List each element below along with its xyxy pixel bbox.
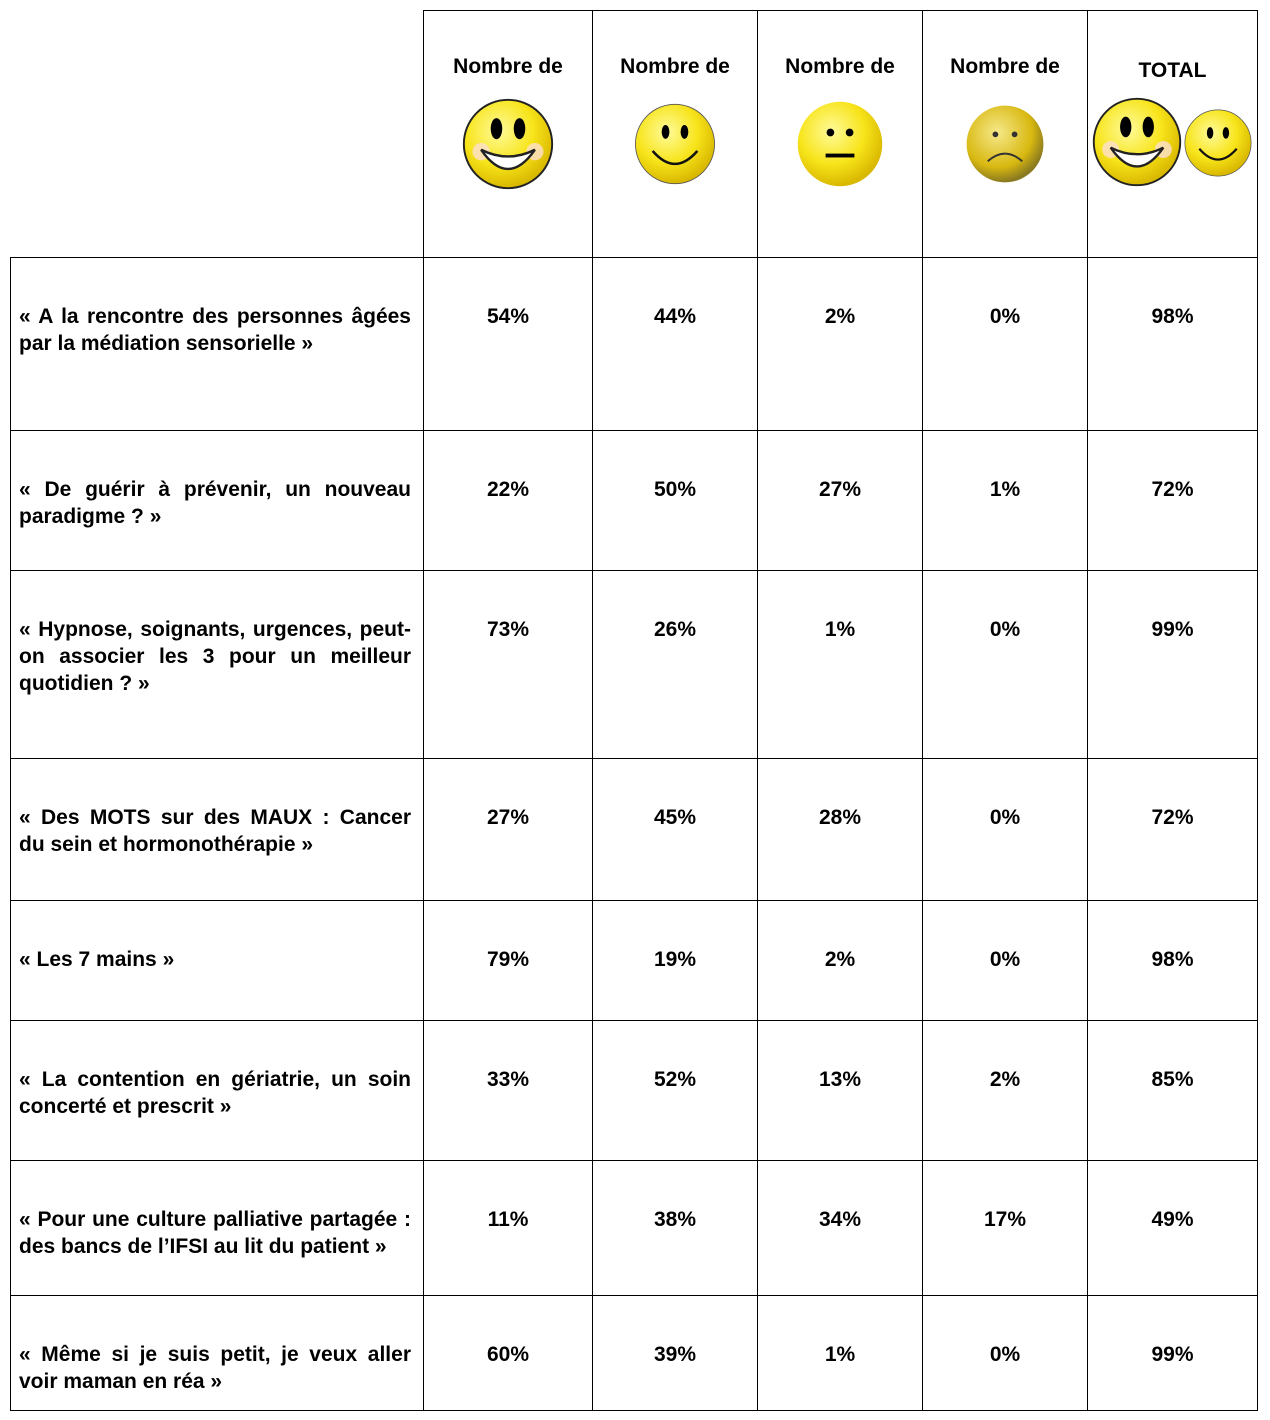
header-row: Nombre de Nombre de Nombre de Nombre de … [10, 10, 1258, 258]
header-text: TOTAL [1138, 59, 1207, 82]
neutral-icon [792, 96, 888, 192]
value-cell: 99% [1087, 1295, 1258, 1411]
value-cell: 26% [592, 570, 758, 759]
value-cell: 1% [757, 570, 923, 759]
value-cell: 17% [922, 1160, 1088, 1296]
grin-icon [460, 96, 556, 192]
header-text: Nombre de [620, 55, 730, 78]
value-cell: 34% [757, 1160, 923, 1296]
value-cell: 0% [922, 570, 1088, 759]
total-icons [1092, 97, 1252, 187]
value-cell: 33% [423, 1020, 593, 1161]
value-cell: 85% [1087, 1020, 1258, 1161]
smile-icon [634, 102, 716, 186]
blank-cell [10, 10, 424, 258]
header-text: Nombre de [950, 55, 1060, 78]
value-cell: 98% [1087, 900, 1258, 1021]
header-cell: Nombre de [423, 10, 593, 258]
value-cell: 54% [423, 257, 593, 431]
value-cell: 0% [922, 900, 1088, 1021]
value-cell: 2% [922, 1020, 1088, 1161]
row-label: « La contention en gériatrie, un soin co… [10, 1020, 424, 1161]
header-text: Nombre de [453, 55, 563, 78]
value-cell: 27% [757, 430, 923, 571]
row: « Des MOTS sur des MAUX : Cancer du sein… [10, 758, 1258, 901]
value-cell: 2% [757, 257, 923, 431]
header-cell: TOTAL [1087, 10, 1258, 258]
value-cell: 0% [922, 1295, 1088, 1411]
row-label: « Même si je suis petit, je veux aller v… [10, 1295, 424, 1411]
value-cell: 1% [922, 430, 1088, 571]
value-cell: 27% [423, 758, 593, 901]
value-cell: 49% [1087, 1160, 1258, 1296]
header-text: Nombre de [785, 55, 895, 78]
value-cell: 28% [757, 758, 923, 901]
row-label: « Pour une culture palliative partagée :… [10, 1160, 424, 1296]
value-cell: 19% [592, 900, 758, 1021]
header-cell: Nombre de [922, 10, 1088, 258]
value-cell: 45% [592, 758, 758, 901]
row: « Même si je suis petit, je veux aller v… [10, 1295, 1258, 1411]
value-cell: 79% [423, 900, 593, 1021]
row-label: « A la rencontre des personnes âgées par… [10, 257, 424, 431]
value-cell: 72% [1087, 758, 1258, 901]
value-cell: 0% [922, 257, 1088, 431]
value-cell: 60% [423, 1295, 593, 1411]
row: « De guérir à prévenir, un nouveau parad… [10, 430, 1258, 571]
row: « La contention en gériatrie, un soin co… [10, 1020, 1258, 1161]
row: « Pour une culture palliative partagée :… [10, 1160, 1258, 1296]
value-cell: 99% [1087, 570, 1258, 759]
value-cell: 98% [1087, 257, 1258, 431]
table-body: « A la rencontre des personnes âgées par… [10, 257, 1258, 1411]
row-label: « Hypnose, soignants, urgences, peut-on … [10, 570, 424, 759]
row-label: « Des MOTS sur des MAUX : Cancer du sein… [10, 758, 424, 901]
value-cell: 50% [592, 430, 758, 571]
row-label: « De guérir à prévenir, un nouveau parad… [10, 430, 424, 571]
value-cell: 72% [1087, 430, 1258, 571]
value-cell: 39% [592, 1295, 758, 1411]
value-cell: 1% [757, 1295, 923, 1411]
row: « A la rencontre des personnes âgées par… [10, 257, 1258, 431]
value-cell: 44% [592, 257, 758, 431]
row: « Les 7 mains » 79% 19% 2% 0% 98% [10, 900, 1258, 1021]
value-cell: 11% [423, 1160, 593, 1296]
header-cell: Nombre de [757, 10, 923, 258]
value-cell: 38% [592, 1160, 758, 1296]
value-cell: 22% [423, 430, 593, 571]
header-cell: Nombre de [592, 10, 758, 258]
row-label: « Les 7 mains » [10, 900, 424, 1021]
value-cell: 0% [922, 758, 1088, 901]
row: « Hypnose, soignants, urgences, peut-on … [10, 570, 1258, 759]
value-cell: 52% [592, 1020, 758, 1161]
value-cell: 73% [423, 570, 593, 759]
value-cell: 13% [757, 1020, 923, 1161]
table: Nombre de Nombre de Nombre de Nombre de … [10, 10, 1258, 1411]
sad-icon [957, 96, 1053, 192]
value-cell: 2% [757, 900, 923, 1021]
